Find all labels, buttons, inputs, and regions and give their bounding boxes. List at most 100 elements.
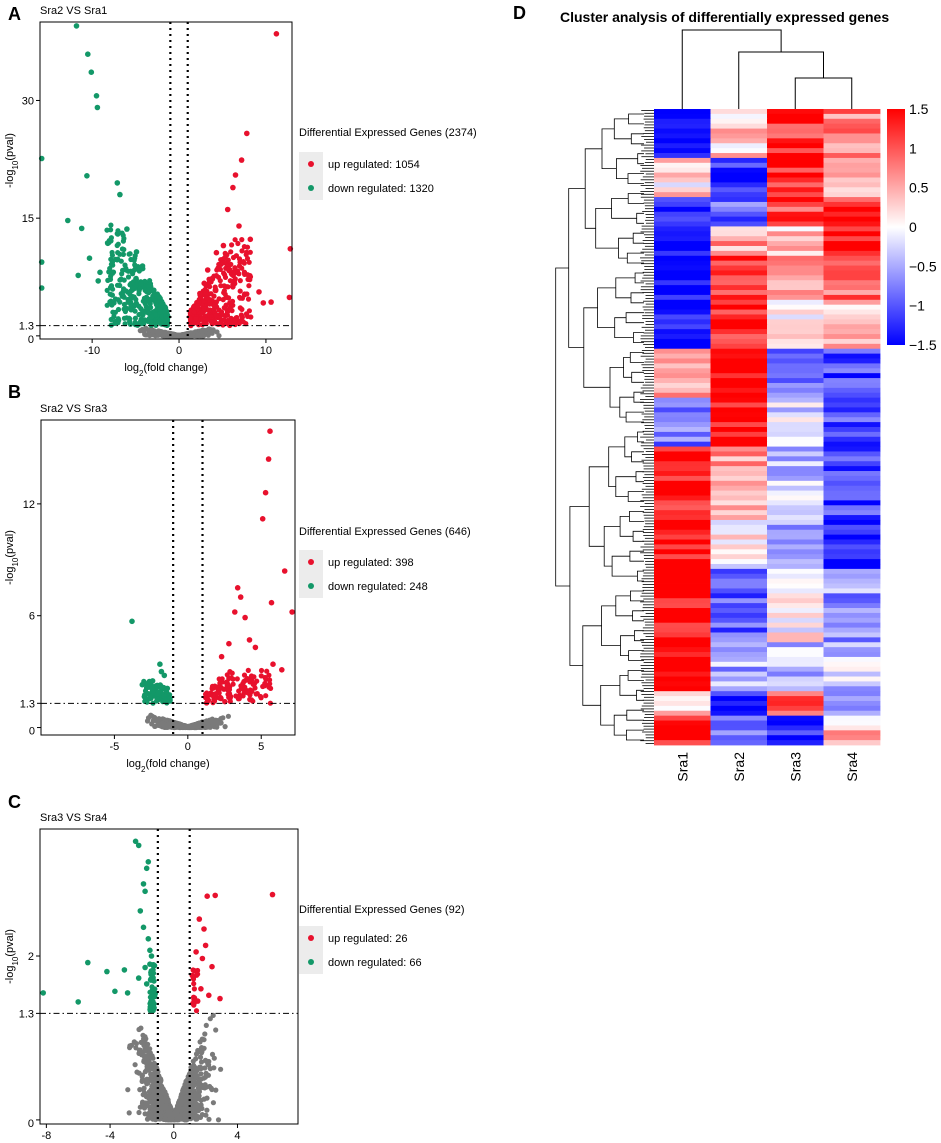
down-point-a (65, 217, 71, 224)
panel-title-b: Sra2 VS Sra3 (40, 403, 107, 415)
heatmap-cell (710, 231, 768, 237)
down-point-b (157, 661, 163, 667)
heatmap-cell (823, 451, 881, 457)
heatmap-cell (710, 216, 768, 222)
up-point-b (263, 693, 269, 699)
up-point-a (224, 309, 231, 315)
heatmap-cell (767, 612, 824, 619)
up-point-a (208, 291, 214, 297)
heatmap-cell (823, 515, 881, 521)
heatmap-cell (823, 231, 881, 237)
heatmap-cell (767, 201, 824, 208)
heatmap-cell (823, 705, 881, 712)
up-point-a (247, 236, 254, 243)
heatmap-cell (710, 177, 768, 183)
ns-point-c (182, 1095, 188, 1101)
column-label-sra2: Sra2 (731, 752, 747, 782)
heatmap-cell (654, 740, 711, 746)
heatmap-cell (654, 211, 711, 218)
heatmap-cell (654, 456, 711, 462)
ns-point-c (139, 1078, 145, 1084)
legend-dot-up-a (308, 161, 314, 167)
heatmap-cell (710, 226, 768, 232)
row-branch (618, 237, 634, 259)
heatmap-cell (710, 661, 768, 668)
heatmap-cell (823, 211, 881, 218)
up-point-a (216, 261, 222, 268)
up-point-a (239, 306, 245, 312)
heatmap-cell (654, 417, 711, 423)
up-point-b (232, 609, 238, 615)
heatmap-cell (767, 216, 824, 222)
down-point-c (40, 990, 46, 996)
up-point-b (260, 683, 266, 690)
down-point-a (125, 274, 132, 280)
heatmap-cell (767, 245, 824, 252)
heatmap-cell (767, 304, 824, 310)
up-point-a (239, 248, 245, 254)
heatmap-cell (710, 153, 768, 159)
row-branch (628, 113, 644, 125)
heatmap-cell (710, 343, 768, 350)
heatmap-panel-d: D Cluster analysis of differentially exp… (513, 3, 937, 782)
heatmap-cell (823, 290, 881, 296)
heatmap-cell (767, 338, 824, 345)
down-point-a (152, 291, 158, 297)
ns-point-c (131, 1039, 137, 1045)
down-point-b (155, 689, 162, 695)
heatmap-cell (710, 157, 768, 164)
heatmap-cell (710, 451, 768, 457)
heatmap-cell (710, 720, 768, 726)
x-tick-label-a: -10 (84, 345, 100, 357)
heatmap-cell (654, 407, 711, 413)
down-point-a (121, 294, 127, 300)
heatmap-cell (823, 324, 881, 330)
up-point-a (197, 290, 203, 297)
up-point-a (246, 283, 252, 289)
down-point-c (140, 881, 147, 887)
ns-point-c (203, 1022, 209, 1028)
ns-point-a (196, 332, 202, 338)
ns-point-b (194, 724, 200, 730)
column-label-sra3: Sra3 (787, 752, 803, 782)
heatmap-cell (654, 285, 711, 291)
up-point-a (239, 314, 245, 320)
heatmap-cell (767, 157, 824, 164)
heatmap-cell (710, 280, 768, 286)
heatmap-cell (823, 221, 881, 227)
heatmap-cell (823, 490, 881, 496)
down-point-c (140, 924, 147, 931)
ns-point-a (141, 328, 147, 334)
heatmap-cell (710, 255, 768, 262)
heatmap-cell (767, 637, 824, 643)
up-point-b (236, 694, 243, 700)
heatmap-cell (823, 236, 881, 242)
heatmap-cell (823, 412, 881, 418)
heatmap-cell (654, 236, 711, 242)
down-point-a (117, 191, 123, 198)
heatmap-cell (710, 167, 768, 173)
heatmap-cell (710, 392, 768, 399)
row-branch (626, 709, 644, 721)
panel-letter-d: D (513, 3, 526, 23)
up-point-a (232, 237, 238, 243)
heatmap-cell (654, 637, 711, 643)
down-point-a (109, 292, 115, 298)
col-branch (681, 29, 782, 109)
down-point-a (112, 256, 119, 262)
up-point-a (245, 296, 252, 302)
row-branch (628, 650, 644, 661)
down-point-a (140, 308, 146, 314)
x-tick-label-b: 0 (185, 741, 191, 753)
plot-frame-a (39, 21, 293, 340)
up-point-b (238, 683, 244, 689)
heatmap-cell (654, 441, 711, 447)
up-point-a (228, 261, 234, 267)
heatmap-cell (654, 231, 711, 237)
up-series-b (218, 428, 295, 673)
heatmap-cell (767, 568, 824, 575)
ns-point-c (142, 1045, 148, 1052)
up-point-b (216, 676, 222, 682)
ns-point-c (210, 1100, 216, 1106)
heatmap-cell (710, 182, 768, 188)
